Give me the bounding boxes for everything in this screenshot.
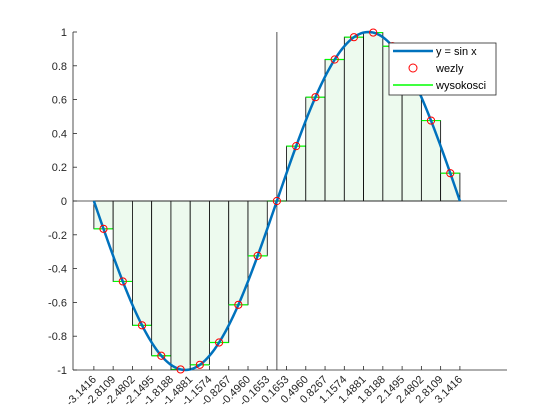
y-tick-label: 1 — [61, 27, 67, 39]
data-point — [99, 224, 108, 233]
data-point — [369, 28, 378, 37]
bar — [343, 36, 364, 202]
bar — [363, 32, 384, 202]
data-point — [234, 300, 243, 309]
data-point — [272, 196, 281, 206]
legend-label-markers: wezly — [435, 63, 464, 75]
y-tick-label: 0.6 — [52, 95, 67, 107]
data-point — [214, 338, 224, 347]
bar — [324, 59, 345, 202]
bar — [286, 145, 307, 202]
legend-label-curve: y = sin x — [436, 46, 477, 58]
legend: y = sin x wezly wysokosci — [388, 42, 497, 96]
bar — [209, 200, 230, 343]
data-point — [195, 360, 204, 369]
data-point — [292, 142, 301, 151]
data-point — [137, 321, 147, 330]
data-point — [349, 33, 359, 42]
data-point — [157, 351, 166, 360]
data-point — [118, 277, 127, 286]
y-tick-label: -1 — [57, 365, 67, 377]
y-tick-label: 0 — [61, 196, 67, 208]
bar — [440, 172, 461, 202]
data-point — [426, 116, 436, 125]
y-tick-label: -0.2 — [48, 230, 67, 242]
bar — [247, 200, 268, 257]
data-point — [330, 55, 339, 64]
bar — [170, 200, 191, 370]
bar — [112, 200, 133, 282]
legend-label-bars: wysokosci — [435, 80, 486, 92]
data-point — [176, 365, 185, 374]
bars-layer — [93, 31, 461, 371]
y-tick-label: 0.8 — [52, 61, 67, 73]
y-tick-label: -0.4 — [48, 264, 67, 276]
bar — [132, 200, 153, 326]
y-tick-label: -0.8 — [48, 331, 67, 343]
data-point — [253, 251, 262, 260]
data-point — [446, 169, 455, 178]
y-tick-label: -0.6 — [48, 297, 67, 309]
y-tick-label: 0.4 — [52, 128, 67, 140]
bar — [93, 200, 114, 230]
bar — [420, 120, 442, 202]
legend-swatch-markers — [408, 63, 418, 73]
y-tick-label: 0.2 — [52, 162, 67, 174]
bar — [151, 200, 172, 357]
legend-box — [388, 42, 497, 96]
data-point — [311, 93, 320, 102]
bar — [189, 200, 210, 366]
